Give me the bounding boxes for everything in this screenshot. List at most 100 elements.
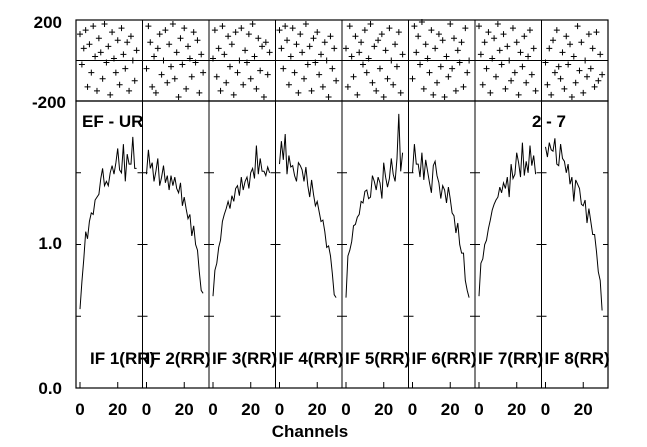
- phase-point: [314, 29, 321, 36]
- phase-point: [399, 51, 406, 58]
- phase-point: [302, 21, 309, 28]
- phase-point: [363, 69, 370, 76]
- phase-point: [350, 73, 357, 80]
- phase-point: [232, 29, 239, 36]
- phase-point: [517, 49, 524, 56]
- phase-point: [164, 79, 171, 86]
- phase-point: [194, 37, 201, 44]
- phase-point: [599, 71, 606, 78]
- phase-point: [532, 87, 539, 94]
- subband-label: IF 3(RR): [212, 349, 277, 368]
- phase-point: [361, 27, 368, 34]
- phase-point: [460, 83, 467, 90]
- x-tick-label: 0: [75, 400, 84, 419]
- x-tick-label: 0: [474, 400, 483, 419]
- phase-point: [504, 43, 511, 50]
- phase-point: [278, 45, 285, 52]
- phase-point: [589, 45, 596, 52]
- phase-point: [418, 19, 425, 26]
- amplitude-series-line: [79, 136, 137, 310]
- phase-point: [143, 65, 150, 72]
- phase-point: [109, 29, 116, 36]
- phase-point: [240, 81, 247, 88]
- phase-point: [255, 35, 262, 42]
- phase-point: [494, 21, 501, 28]
- phase-point: [196, 89, 203, 96]
- phase-point: [285, 81, 292, 88]
- phase-point: [179, 61, 186, 68]
- phase-point: [578, 39, 585, 46]
- amplitude-series-line: [212, 145, 271, 297]
- phase-point: [276, 27, 283, 34]
- phase-point: [502, 85, 509, 92]
- amplitude-series-line: [545, 138, 603, 311]
- phase-point: [295, 89, 302, 96]
- phase-point: [173, 49, 180, 56]
- phase-point: [126, 87, 133, 94]
- phase-point: [289, 25, 296, 32]
- phase-point: [200, 69, 207, 76]
- phase-point: [321, 39, 328, 46]
- phase-point: [327, 33, 334, 40]
- phase-point: [154, 45, 161, 52]
- phase-point: [213, 73, 220, 80]
- phase-point: [551, 69, 558, 76]
- phase-point: [259, 43, 266, 50]
- phase-point: [105, 43, 112, 50]
- phase-point: [262, 39, 269, 46]
- phase-point: [331, 45, 338, 52]
- phase-point: [352, 33, 359, 40]
- phase-point: [190, 29, 197, 36]
- phase-point: [88, 69, 95, 76]
- subband-label: IF 5(RR): [345, 349, 410, 368]
- phase-point: [392, 41, 399, 48]
- phase-point: [542, 59, 549, 66]
- phase-point: [570, 53, 577, 60]
- phase-point: [451, 35, 458, 42]
- phase-point: [124, 39, 131, 46]
- phase-point: [245, 31, 252, 38]
- phase-point: [498, 61, 505, 68]
- phase-point: [572, 79, 579, 86]
- phase-point: [354, 91, 361, 98]
- subband-label: IF 8(RR): [545, 349, 610, 368]
- phase-point: [585, 31, 592, 38]
- phase-point: [186, 55, 193, 62]
- phase-point: [80, 45, 87, 52]
- phase-point: [221, 51, 228, 58]
- phase-point: [548, 91, 555, 98]
- phase-point: [129, 57, 136, 64]
- baseline-label: EF - UR: [82, 112, 143, 131]
- phase-point: [435, 31, 442, 38]
- phase-point: [375, 37, 382, 44]
- phase-point: [382, 47, 389, 54]
- phase-point: [242, 47, 249, 54]
- phase-point: [369, 79, 376, 86]
- phase-point: [131, 77, 138, 84]
- phase-point: [434, 79, 441, 86]
- amplitude-series-line: [412, 144, 470, 298]
- x-tick-label: 20: [241, 400, 260, 419]
- phase-point: [519, 63, 526, 70]
- phase-point: [120, 51, 127, 58]
- phase-point: [430, 91, 437, 98]
- phase-point: [318, 51, 325, 58]
- phase-point: [456, 59, 463, 66]
- x-tick-label: 20: [108, 400, 127, 419]
- phase-point: [333, 77, 340, 84]
- phase-point: [485, 29, 492, 36]
- phase-point: [559, 49, 566, 56]
- phase-point: [565, 61, 572, 68]
- phase-point: [122, 65, 129, 72]
- phase-point: [582, 57, 589, 64]
- phase-ytick-bottom: -200: [32, 93, 66, 112]
- phase-point: [511, 69, 518, 76]
- horizontal-ticks: [76, 172, 608, 317]
- phase-point: [591, 83, 598, 90]
- subband-label: IF 2(RR): [146, 349, 211, 368]
- phase-point: [476, 23, 482, 30]
- phase-point: [397, 89, 404, 96]
- amplitude-series-line: [279, 133, 337, 298]
- phase-point: [452, 87, 459, 94]
- phase-point: [420, 85, 427, 92]
